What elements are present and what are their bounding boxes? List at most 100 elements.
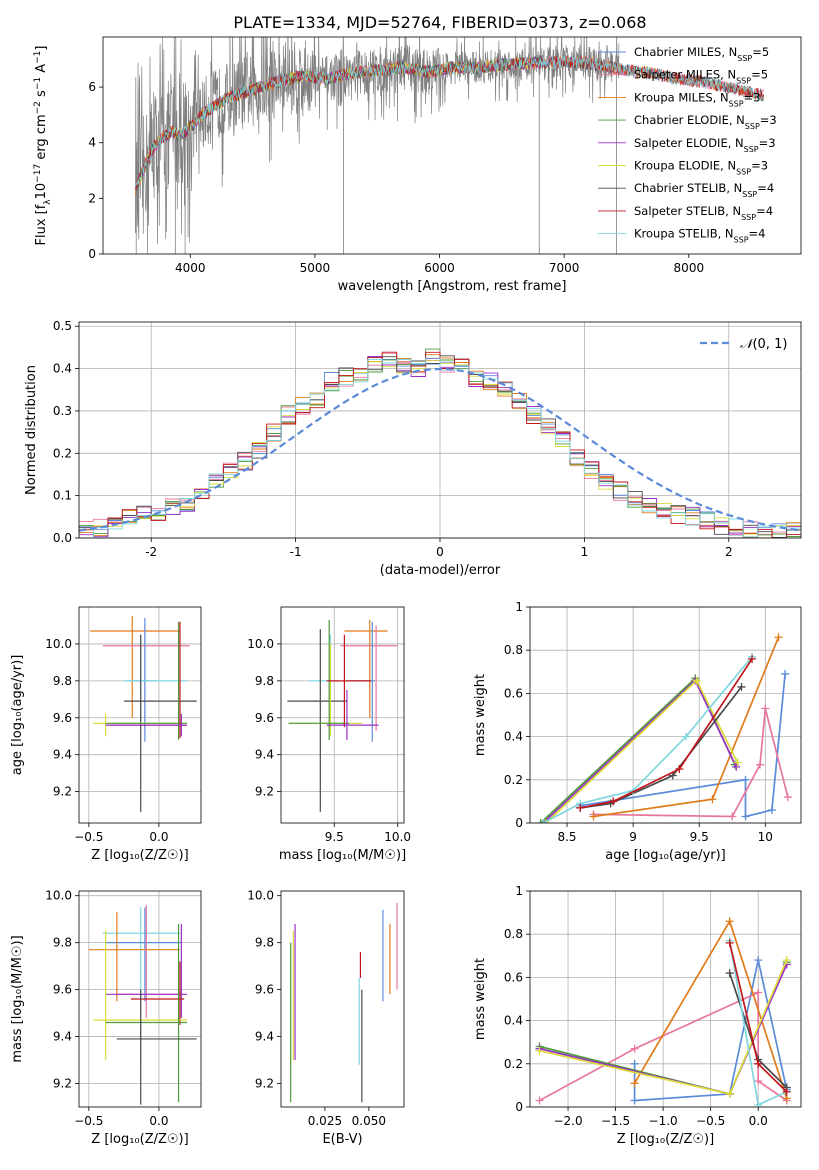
legend-label-value: =3: [759, 136, 776, 150]
legend-label-subscript: SSP: [744, 144, 759, 153]
x-tick-label: 0.025: [308, 1114, 342, 1128]
mass-weight-marker: [783, 793, 792, 802]
y-axis-label-part: erg cm: [34, 114, 49, 163]
axes-frame: [529, 606, 802, 824]
y-tick-label: 9.6: [255, 711, 274, 725]
y-tick-label: 0.0: [53, 531, 72, 545]
x-tick-label: 10: [758, 830, 773, 844]
y-tick-label: 0.1: [53, 489, 72, 503]
y-tick-label: 10.0: [247, 889, 274, 903]
x-tick-label: −0.5: [696, 1114, 725, 1128]
y-axis-label-part: Flux [f: [34, 204, 49, 245]
mass-vs-metallicity-panel: −0.5 0.0 9.2 9.4 9.6 9.8 10.0 Z [log₁₀(Z/Z☉)] ma…: [10, 889, 202, 1147]
y-axis-label-part: 10: [34, 183, 49, 200]
age-vs-mass-panel: 9.5 10.0 9.2 9.4 9.6 9.8 10.0 mass [log₁₀(M/M☉)…: [247, 606, 411, 863]
y-tick-label: 10.0: [247, 637, 274, 651]
normal-distribution-curve: [79, 367, 801, 532]
x-tick-label: 0.0: [149, 1114, 168, 1128]
model-fit-line: [135, 56, 764, 187]
legend-label-value: =4: [749, 227, 766, 241]
y-tick-label: 9.4: [255, 1030, 274, 1044]
x-tick-label: −2.0: [553, 1114, 582, 1128]
axes-frame: [78, 606, 202, 824]
age-vs-metallicity-panel: −0.5 0.0 9.2 9.4 9.6 9.8 10.0 Z [log₁₀(Z/Z☉)] ag…: [10, 606, 202, 863]
mass-weight-line: [542, 656, 753, 823]
mass-weight-marker: [536, 819, 545, 823]
axes-frame: [78, 321, 802, 539]
x-tick-label: 9.5: [690, 830, 709, 844]
axes-frame: [529, 890, 802, 1108]
plot-area: [90, 616, 197, 812]
legend-label-value: =4: [756, 204, 773, 218]
y-axis-label-part: A: [34, 64, 49, 77]
mass-weight-marker: [630, 1044, 639, 1053]
legend-label-value: =3: [744, 90, 761, 104]
residuals-panel: -2 -1 0 1 2 0.0 0.1 0.2 0.3 0.4 0.5 (data-model)/er…: [24, 319, 802, 578]
x-tick-label: 5000: [300, 261, 331, 275]
legend-label-name: Kroupa MILES, N: [634, 90, 729, 104]
x-axis-label: Z [log₁₀(Z/Z☉)]: [91, 1132, 188, 1147]
y-tick-label: 2: [88, 191, 96, 205]
y-tick-label: 10.0: [45, 889, 72, 903]
plot-area: [536, 633, 792, 823]
legend-label: Chabrier ELODIE, NSSP=3: [634, 113, 777, 131]
y-tick-label: 0.5: [53, 319, 72, 333]
mass-weight-marker: [737, 682, 746, 691]
axes-frame: [78, 890, 202, 1108]
plot-area: [290, 902, 398, 1103]
legend-label-name: Salpeter STELIB, N: [634, 204, 741, 218]
y-axis-label-part: s: [34, 90, 49, 101]
legend-label-name: Chabrier ELODIE, N: [634, 113, 745, 127]
mass-weight-marker: [725, 1090, 734, 1099]
x-tick-label: 8000: [674, 261, 705, 275]
x-axis-label: Z [log₁₀(Z/Z☉)]: [617, 1132, 714, 1147]
x-tick-label: −0.5: [74, 1114, 103, 1128]
mass-weight-marker: [692, 676, 701, 685]
plot-area: [79, 348, 801, 538]
y-axis-label: age [log₁₀(age/yr)]: [10, 655, 25, 776]
y-tick-label: 1: [515, 600, 523, 614]
x-tick-label: -2: [145, 545, 157, 559]
x-tick-label: 8.5: [557, 830, 576, 844]
observed-spectrum-line: [135, 37, 620, 254]
mass-weight-marker: [541, 819, 550, 823]
x-tick-label: 2: [725, 545, 733, 559]
y-tick-label: 9.4: [255, 748, 274, 762]
x-tick-label: 6000: [424, 261, 455, 275]
legend-label-name: Salpeter ELODIE, N: [634, 136, 744, 150]
mass-weight-marker: [754, 1077, 763, 1086]
y-tick-label: 9.8: [255, 674, 274, 688]
x-axis-label: mass [log₁₀(M/M☉)]: [279, 848, 406, 863]
x-axis-label: E(B-V): [322, 1132, 362, 1147]
mass-weight-marker: [576, 803, 585, 812]
legend-label: Chabrier MILES, NSSP=5: [634, 45, 769, 63]
x-tick-label: −1.5: [601, 1114, 630, 1128]
legend-label-name: Chabrier MILES, N: [634, 45, 737, 59]
y-axis-label: mass [log₁₀(M/M☉)]: [10, 935, 25, 1062]
y-tick-label: 9.4: [53, 1030, 72, 1044]
legend-label: Chabrier STELIB, NSSP=4: [634, 181, 774, 199]
x-tick-label: 0.0: [149, 830, 168, 844]
legend-label-subscript: SSP: [745, 122, 760, 131]
legend-label-subscript: SSP: [736, 76, 751, 85]
x-axis-label: Z [log₁₀(Z/Z☉)]: [91, 848, 188, 863]
mass-weight-marker: [630, 1096, 639, 1105]
mass-weight-vs-metallicity-panel: −2.0 −1.5 −1.0 −0.5 0.0 0 0.2 0.4 0.6 0.8 1 Z [log₁…: [473, 884, 802, 1147]
legend-label: Salpeter STELIB, NSSP=4: [634, 204, 773, 222]
mass-weight-marker: [539, 819, 548, 823]
y-tick-label: 0.4: [53, 362, 72, 376]
legend-label-subscript: SSP: [734, 235, 749, 244]
legend-label-value: =3: [760, 113, 777, 127]
x-tick-label: 0.050: [352, 1114, 386, 1128]
mass-weight-marker: [782, 956, 791, 965]
y-tick-label: 1: [515, 884, 523, 898]
legend-label-value: =4: [757, 181, 774, 195]
mass-weight-marker: [754, 1059, 763, 1068]
mass-weight-marker: [774, 633, 783, 642]
mass-weight-marker: [728, 812, 737, 821]
mass-weight-marker: [748, 654, 757, 663]
y-axis-label-part: −1: [33, 51, 43, 64]
mass-weight-marker: [535, 1046, 544, 1055]
legend-label-value: =5: [752, 45, 769, 59]
legend-label-name: Chabrier STELIB, N: [634, 181, 742, 195]
